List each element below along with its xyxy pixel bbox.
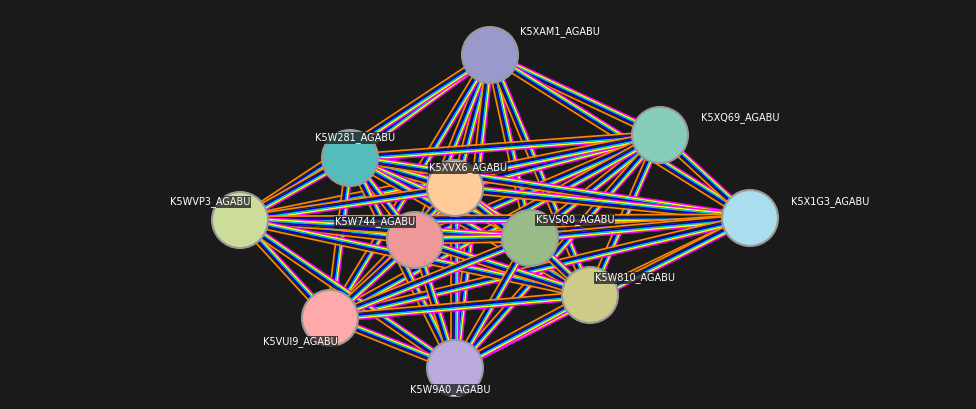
Text: K5VSQ0_AGABU: K5VSQ0_AGABU <box>536 215 614 225</box>
Circle shape <box>722 190 778 246</box>
Text: K5W744_AGABU: K5W744_AGABU <box>335 216 415 227</box>
Text: K5VUI9_AGABU: K5VUI9_AGABU <box>263 337 338 348</box>
Text: K5XAM1_AGABU: K5XAM1_AGABU <box>520 27 600 38</box>
Text: K5XQ69_AGABU: K5XQ69_AGABU <box>701 112 779 124</box>
Circle shape <box>427 340 483 396</box>
Circle shape <box>502 210 558 266</box>
Circle shape <box>462 27 518 83</box>
Text: K5XVX6_AGABU: K5XVX6_AGABU <box>429 162 507 173</box>
Circle shape <box>322 130 378 186</box>
Text: K5WVP3_AGABU: K5WVP3_AGABU <box>170 197 250 207</box>
Text: K5W810_AGABU: K5W810_AGABU <box>595 272 675 283</box>
Circle shape <box>212 192 268 248</box>
Text: K5X1G3_AGABU: K5X1G3_AGABU <box>791 197 870 207</box>
Circle shape <box>632 107 688 163</box>
Text: K5W9A0_AGABU: K5W9A0_AGABU <box>410 384 490 396</box>
Text: K5W281_AGABU: K5W281_AGABU <box>315 133 395 144</box>
Circle shape <box>302 290 358 346</box>
Circle shape <box>562 267 618 323</box>
Circle shape <box>387 212 443 268</box>
Circle shape <box>427 160 483 216</box>
